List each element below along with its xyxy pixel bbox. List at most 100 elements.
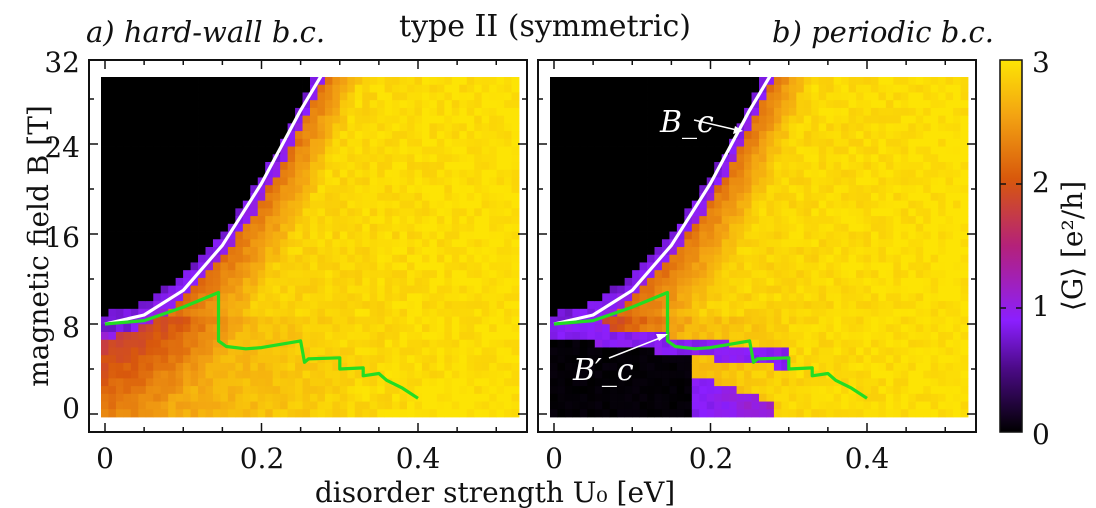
- heatmap-cell: [721, 409, 730, 418]
- heatmap-cell: [654, 92, 663, 101]
- heatmap-cell: [557, 223, 566, 232]
- heatmap-cell: [870, 301, 879, 310]
- heatmap-cell: [466, 347, 475, 356]
- heatmap-cell: [781, 409, 790, 418]
- heatmap-cell: [332, 200, 341, 209]
- heatmap-cell: [826, 185, 835, 194]
- heatmap-cell: [557, 192, 566, 202]
- heatmap-cell: [841, 162, 849, 171]
- heatmap-cell: [190, 192, 199, 202]
- heatmap-cell: [242, 308, 251, 317]
- heatmap-cell: [654, 100, 663, 109]
- heatmap-cell: [923, 270, 932, 279]
- heatmap-cell: [235, 393, 244, 402]
- heatmap-cell: [429, 208, 438, 217]
- heatmap-cell: [481, 154, 490, 163]
- heatmap-cell: [287, 316, 296, 325]
- heatmap-cell: [788, 92, 797, 101]
- heatmap-cell: [115, 123, 124, 132]
- heatmap-cell: [766, 177, 775, 186]
- heatmap-cell: [295, 216, 303, 225]
- heatmap-cell: [489, 277, 497, 287]
- heatmap-cell: [295, 239, 303, 248]
- heatmap-cell: [550, 185, 558, 194]
- heatmap-cell: [175, 386, 184, 395]
- heatmap-cell: [945, 401, 954, 410]
- heatmap-cell: [557, 362, 566, 372]
- heatmap-cell: [399, 231, 408, 240]
- heatmap-cell: [369, 378, 378, 387]
- heatmap-cell: [714, 355, 723, 364]
- heatmap-cell: [744, 355, 752, 364]
- heatmap-cell: [257, 84, 266, 93]
- heatmap-cell: [594, 231, 603, 240]
- heatmap-cell: [444, 146, 453, 155]
- heatmap-cell: [384, 339, 393, 348]
- heatmap-cell: [451, 216, 460, 225]
- heatmap-cell: [960, 185, 969, 194]
- heatmap-cell: [302, 231, 311, 240]
- heatmap-cell: [324, 262, 333, 271]
- heatmap-cell: [826, 301, 835, 310]
- heatmap-cell: [654, 393, 663, 402]
- heatmap-cell: [781, 131, 790, 140]
- heatmap-cell: [564, 393, 573, 402]
- heatmap-cell: [930, 123, 939, 132]
- heatmap-cell: [811, 223, 820, 232]
- heatmap-cell: [257, 378, 266, 387]
- heatmap-cell: [317, 378, 326, 387]
- heatmap-cell: [900, 247, 909, 256]
- heatmap-cell: [212, 131, 221, 140]
- heatmap-cell: [145, 239, 154, 248]
- heatmap-cell: [938, 177, 946, 186]
- heatmap-cell: [324, 123, 333, 132]
- heatmap-cell: [960, 254, 969, 263]
- heatmap-cell: [302, 277, 311, 287]
- heatmap-cell: [168, 239, 177, 248]
- heatmap-cell: [310, 409, 318, 418]
- heatmap-cell: [324, 208, 333, 217]
- heatmap-cell: [602, 138, 611, 147]
- heatmap-cell: [183, 100, 191, 109]
- heatmap-cell: [504, 262, 512, 271]
- heatmap-cell: [377, 84, 386, 93]
- heatmap-cell: [818, 293, 827, 302]
- heatmap-cell: [138, 231, 147, 240]
- heatmap-cell: [153, 84, 162, 93]
- heatmap-cell: [190, 355, 199, 364]
- heatmap-cell: [302, 401, 311, 410]
- heatmap-cell: [766, 169, 775, 178]
- heatmap-cell: [369, 324, 378, 333]
- heatmap-cell: [706, 223, 715, 232]
- heatmap-cell: [504, 370, 512, 379]
- heatmap-cell: [130, 208, 139, 217]
- heatmap-cell: [632, 316, 640, 325]
- heatmap-cell: [647, 208, 655, 217]
- heatmap-cell: [572, 115, 581, 124]
- heatmap-cell: [392, 123, 400, 132]
- heatmap-cell: [564, 332, 573, 341]
- heatmap-cell: [115, 146, 124, 155]
- heatmap-cell: [145, 192, 154, 202]
- heatmap-cell: [354, 247, 363, 256]
- heatmap-cell: [362, 123, 371, 132]
- heatmap-cell: [841, 316, 849, 325]
- heatmap-cell: [841, 100, 849, 109]
- heatmap-cell: [811, 285, 820, 294]
- heatmap-cell: [602, 177, 611, 186]
- heatmap-cell: [833, 285, 842, 294]
- heatmap-cell: [923, 347, 932, 356]
- heatmap-cell: [302, 370, 311, 379]
- heatmap-cell: [317, 370, 326, 379]
- heatmap-cell: [848, 262, 857, 271]
- heatmap-cell: [863, 169, 872, 178]
- heatmap-cell: [429, 231, 438, 240]
- heatmap-cell: [489, 293, 497, 302]
- heatmap-cell: [511, 169, 520, 178]
- heatmap-cell: [848, 154, 857, 163]
- heatmap-cell: [848, 162, 857, 171]
- heatmap-cell: [407, 285, 415, 294]
- heatmap-cell: [706, 77, 715, 86]
- heatmap-cell: [444, 138, 453, 147]
- heatmap-cell: [183, 324, 191, 333]
